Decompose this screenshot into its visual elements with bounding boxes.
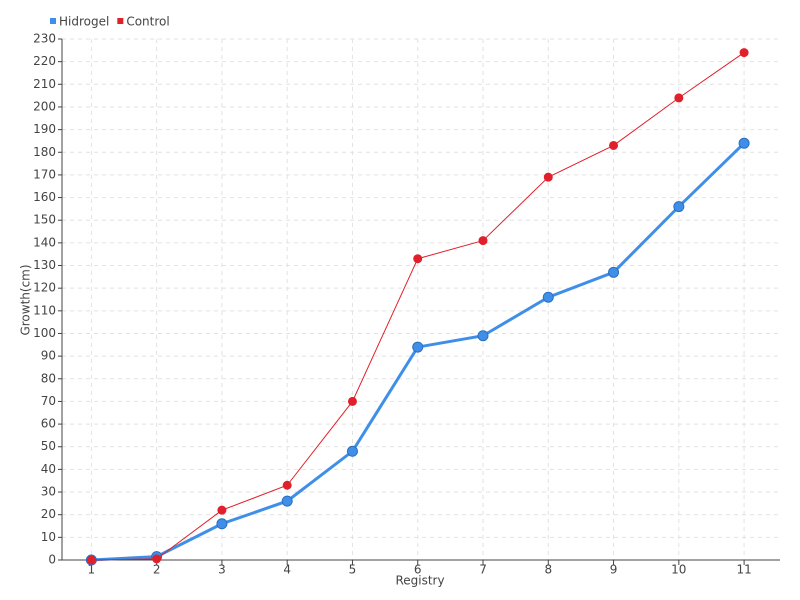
legend-swatch [50, 18, 56, 24]
y-tick-label: 220 [33, 54, 56, 68]
legend-label: Hidrogel [59, 15, 109, 29]
y-tick-label: 100 [33, 326, 56, 340]
y-tick-label: 30 [41, 485, 56, 499]
x-tick-label: 9 [610, 563, 618, 577]
y-tick-label: 70 [41, 394, 56, 408]
y-tick-label: 150 [33, 213, 56, 227]
x-tick-label: 11 [736, 563, 751, 577]
point [412, 341, 424, 353]
x-tick-label: 5 [349, 563, 357, 577]
point [738, 137, 750, 149]
legend-label: Control [126, 15, 169, 29]
y-tick-label: 120 [33, 281, 56, 295]
x-tick-label: 4 [283, 563, 291, 577]
y-tick-label: 0 [48, 553, 56, 567]
y-tick-label: 190 [33, 122, 56, 136]
x-axis-label: Registry [395, 574, 444, 588]
y-tick-label: 90 [41, 349, 56, 363]
point [674, 93, 684, 103]
point [282, 480, 292, 490]
x-tick-label: 3 [218, 563, 226, 577]
point [152, 554, 162, 564]
y-tick-label: 10 [41, 530, 56, 544]
x-tick-label: 8 [544, 563, 552, 577]
x-tick-label: 7 [479, 563, 487, 577]
y-tick-label: 170 [33, 167, 56, 181]
y-tick-label: 50 [41, 439, 56, 453]
x-tick-label: 2 [153, 563, 161, 577]
point [217, 505, 227, 515]
y-tick-label: 200 [33, 99, 56, 113]
point [543, 172, 553, 182]
point [478, 236, 488, 246]
y-tick-label: 180 [33, 145, 56, 159]
point [673, 201, 685, 213]
y-tick-label: 60 [41, 417, 56, 431]
legend-swatch [117, 18, 124, 24]
point [347, 396, 357, 406]
point [608, 266, 620, 278]
point [86, 555, 96, 565]
y-tick-label: 210 [33, 77, 56, 91]
y-tick-label: 80 [41, 371, 56, 385]
point [216, 518, 228, 530]
y-tick-label: 20 [41, 507, 56, 521]
y-tick-label: 160 [33, 190, 56, 204]
point [281, 495, 293, 507]
point [413, 254, 423, 264]
point [739, 48, 749, 58]
point [542, 291, 554, 303]
y-axis-label: Growth(cm) [19, 264, 33, 335]
x-tick-label: 1 [88, 563, 96, 577]
point [346, 445, 358, 457]
y-tick-label: 40 [41, 462, 56, 476]
y-tick-label: 130 [33, 258, 56, 272]
x-tick-label: 6 [414, 563, 422, 577]
y-tick-label: 230 [33, 32, 56, 46]
y-tick-label: 140 [33, 235, 56, 249]
y-tick-label: 110 [33, 303, 56, 317]
x-tick-label: 10 [671, 563, 686, 577]
point [609, 140, 619, 150]
point [477, 330, 489, 342]
